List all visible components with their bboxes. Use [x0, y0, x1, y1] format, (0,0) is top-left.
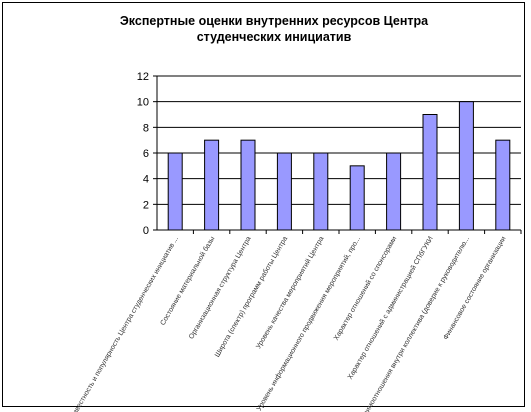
y-tick-label: 4	[143, 174, 149, 186]
bar	[313, 152, 329, 231]
chart-title-line-2: студенческих инициатив	[197, 30, 352, 44]
y-tick-label: 12	[137, 71, 149, 83]
bars	[167, 101, 511, 231]
y-tick-label: 8	[143, 122, 149, 134]
x-tick-label: Организационная структура Центра	[188, 235, 253, 340]
y-tick-label: 0	[143, 225, 149, 237]
bar	[458, 101, 474, 231]
bar	[495, 139, 511, 231]
y-tick-label: 2	[143, 199, 149, 211]
x-tick-label: Финансовое состояние организации	[443, 235, 508, 341]
x-tick-label: Широта (спектр) программ работы Центра	[213, 235, 289, 359]
bar	[204, 139, 220, 231]
x-tick-label: Характер отношений с администрацией СПбГ…	[346, 235, 435, 381]
bar	[240, 139, 256, 231]
bar	[167, 152, 183, 231]
y-tick-label: 10	[137, 97, 149, 109]
bar	[349, 165, 365, 231]
bar	[386, 152, 402, 231]
bar	[276, 152, 292, 231]
bar	[422, 114, 438, 231]
x-tick-label: Уровень качества мероприятий Центра	[254, 235, 325, 350]
x-tick-label: Характер отношений со спонсорами	[332, 235, 398, 342]
chart-title-line-1: Экспертные оценки внутренних ресурсов Це…	[120, 14, 429, 28]
x-tick-labels: Известность и популярность Центра студен…	[70, 230, 522, 412]
y-tick-label: 6	[143, 148, 149, 160]
y-tick-labels: 0 2 4 6 8 10 12	[137, 71, 149, 237]
